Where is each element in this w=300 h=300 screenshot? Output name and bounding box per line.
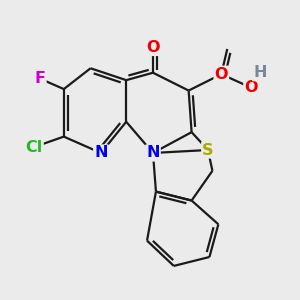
Text: O: O (214, 67, 228, 82)
Text: O: O (146, 40, 160, 55)
Text: O: O (244, 80, 258, 95)
Text: S: S (202, 142, 214, 158)
Text: H: H (253, 65, 267, 80)
Text: N: N (146, 146, 160, 160)
Text: F: F (34, 71, 46, 86)
Text: N: N (94, 146, 108, 160)
Text: Cl: Cl (26, 140, 43, 154)
